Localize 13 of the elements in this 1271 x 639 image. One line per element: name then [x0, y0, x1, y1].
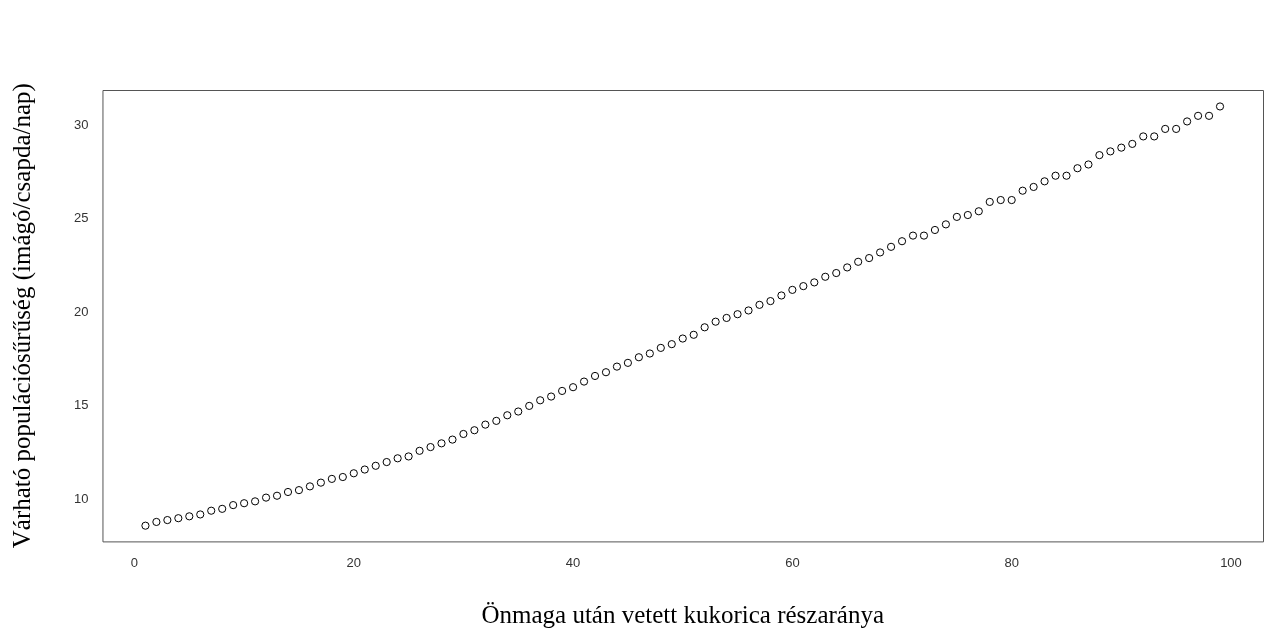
x-tick-label: 40	[565, 554, 581, 570]
x-tick-label: 100	[1220, 554, 1242, 570]
y-tick-label: 25	[73, 210, 89, 226]
x-tick-label: 20	[346, 554, 362, 570]
y-tick-label: 10	[73, 491, 89, 507]
x-axis-title: Önmaga után vetett kukorica részaránya	[481, 600, 885, 628]
y-tick-label: 15	[73, 397, 89, 413]
x-tick-label: 80	[1004, 554, 1019, 570]
y-tick-label: 20	[73, 303, 89, 319]
y-tick-label: 30	[73, 116, 89, 132]
x-tick-label: 60	[785, 554, 800, 570]
y-axis-title: Várható populációsűrűség (imágó/csapda/nap)	[7, 83, 36, 549]
x-tick-label: 0	[130, 554, 139, 570]
